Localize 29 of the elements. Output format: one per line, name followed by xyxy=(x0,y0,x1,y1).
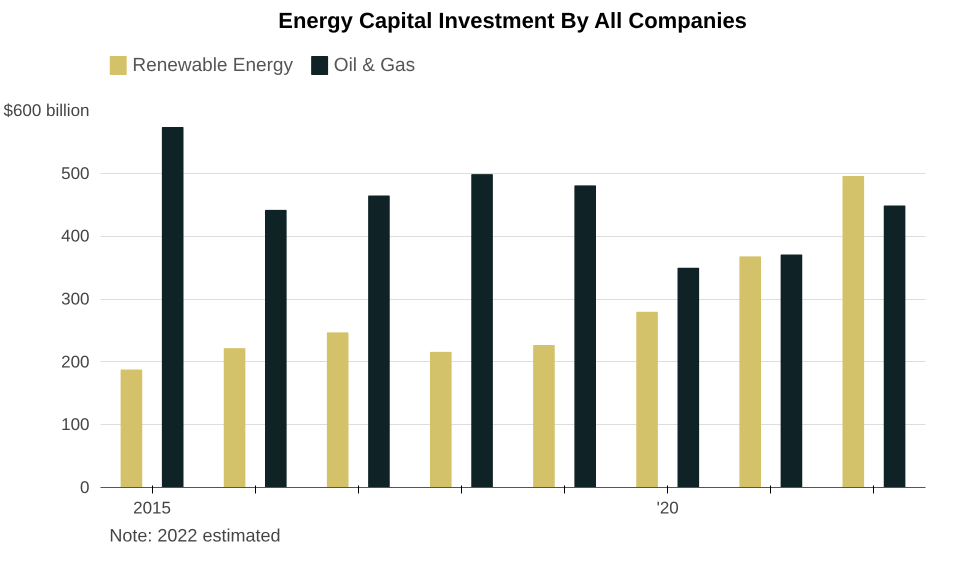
y-tick-label: 0 xyxy=(80,478,90,497)
y-tick-label: 300 xyxy=(61,290,90,308)
y-tick-label: 500 xyxy=(61,164,90,183)
bar xyxy=(120,370,142,488)
bar xyxy=(739,256,761,488)
y-tick-label: $600 billion xyxy=(3,101,90,120)
text: Note: 2022 estimated xyxy=(109,526,280,546)
bar xyxy=(471,174,493,488)
y-tick-label: 200 xyxy=(61,352,90,372)
bar xyxy=(368,195,390,488)
bar xyxy=(533,344,555,488)
bar xyxy=(636,312,658,488)
chart-title: Energy Capital Investment By All Companies xyxy=(278,8,747,33)
bar xyxy=(842,176,864,488)
bar xyxy=(678,268,700,488)
x-tick-label: '20 xyxy=(656,498,679,518)
legend-label: Oil & Gas xyxy=(334,55,416,76)
x-tick-label: 2015 xyxy=(133,498,171,518)
bar xyxy=(574,185,596,488)
bar xyxy=(162,126,184,488)
bar xyxy=(884,206,906,488)
bar xyxy=(265,210,287,488)
bar xyxy=(430,352,452,488)
bar xyxy=(224,348,246,488)
legend-label: Renewable Energy xyxy=(132,55,294,76)
y-tick-label: 400 xyxy=(61,226,90,246)
bar xyxy=(326,332,348,488)
y-tick-label: 100 xyxy=(61,415,90,434)
bar xyxy=(780,254,802,488)
